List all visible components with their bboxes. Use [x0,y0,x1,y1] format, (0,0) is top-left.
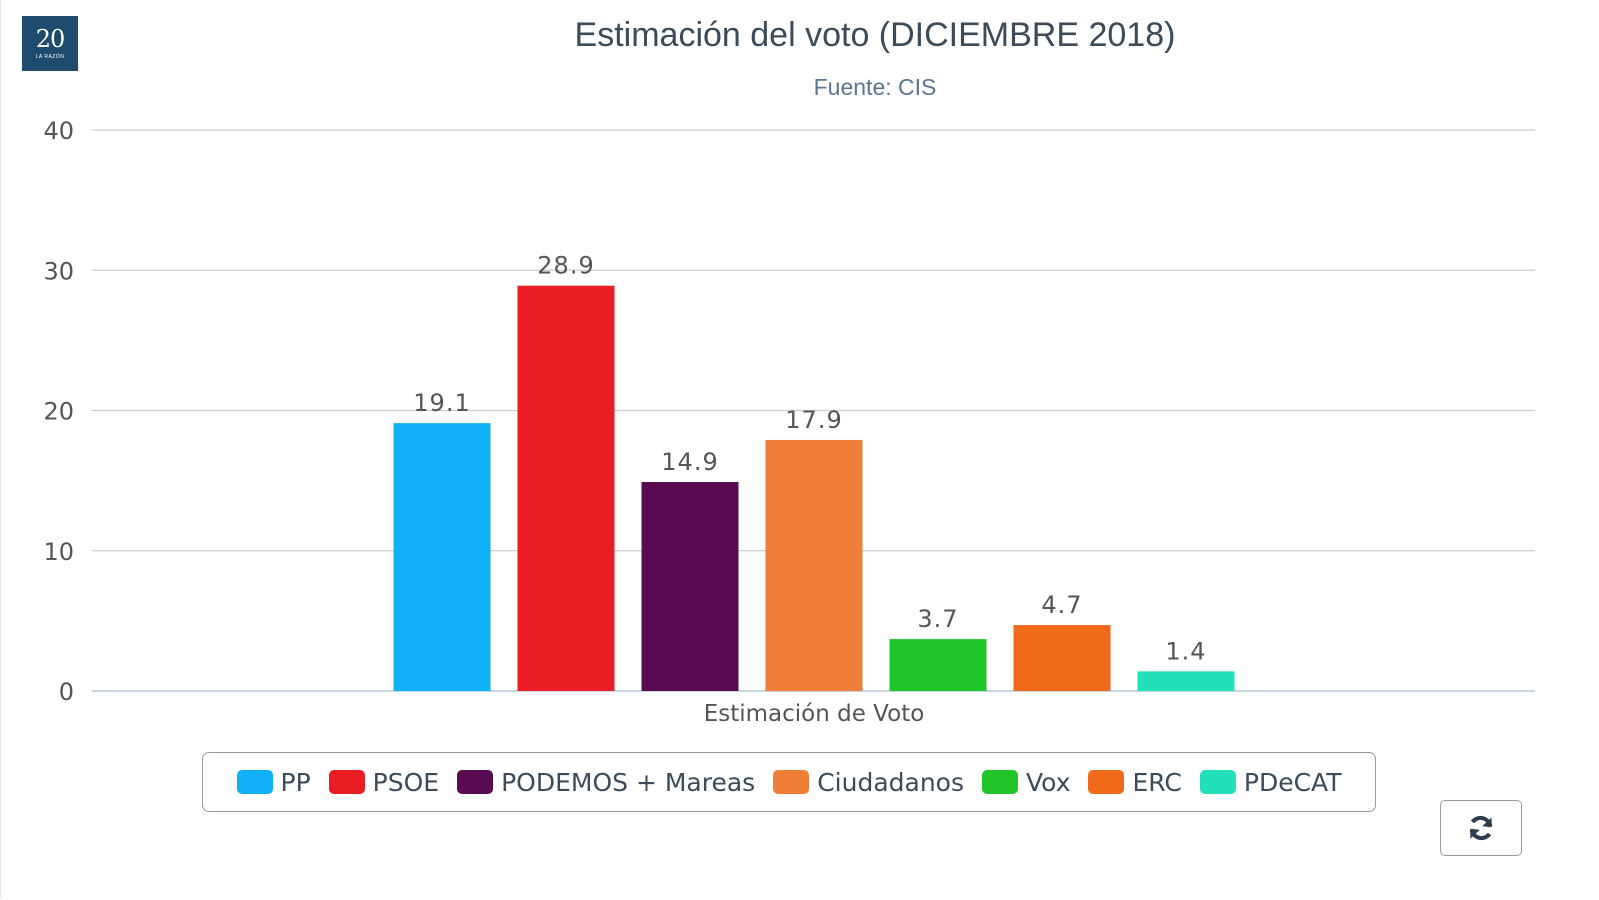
legend-swatch [1199,770,1236,794]
legend-swatch [982,770,1018,794]
bar-ciudadanos[interactable] [765,439,863,691]
y-tick-label: 30 [43,257,74,285]
legend-item[interactable]: PDeCAT [1199,767,1342,797]
data-label: 17.9 [785,406,842,434]
logo-number: 20 [35,25,66,53]
chart-title: Estimación del voto (DICIEMBRE 2018) [574,16,1176,54]
bar-podemos-mareas[interactable] [641,482,739,691]
legend-swatch [773,770,810,794]
y-tick-label: 0 [59,678,74,706]
data-label: 3.7 [917,605,958,633]
legend-swatch [328,770,365,794]
legend-item[interactable]: ERC [1088,767,1182,797]
x-axis-label: Estimación de Voto [704,701,925,727]
bar-vox[interactable] [889,639,987,691]
legend-label: Ciudadanos [817,767,964,797]
y-tick-label: 20 [43,398,74,426]
legend-label: Vox [1026,767,1071,797]
bar-pp[interactable] [393,423,491,691]
data-label: 14.9 [661,448,718,476]
y-tick-label: 10 [43,538,74,566]
legend-item[interactable]: PSOE [328,767,440,797]
refresh-icon [1469,815,1493,841]
y-tick-label: 40 [43,117,74,145]
legend-label: PSOE [372,767,440,797]
bar-psoe[interactable] [517,285,615,691]
legend-label: ERC [1132,767,1182,797]
bar-erc[interactable] [1013,625,1111,691]
legend-label: PDeCAT [1243,767,1342,797]
bar-pdecat[interactable] [1137,671,1235,691]
data-label: 19.1 [413,389,470,417]
legend-item[interactable]: PP [236,767,311,797]
legend-label: PODEMOS + Mareas [501,767,756,797]
reload-button[interactable] [1440,800,1522,856]
legend-item[interactable]: PODEMOS + Mareas [457,768,755,797]
legend-swatch [457,770,494,794]
legend-label: PP [280,767,311,797]
legend-item[interactable]: Vox [982,768,1070,797]
logo-caption: LA RAZÓN [35,54,65,60]
brand-logo: 20 LA RAZÓN [22,16,78,71]
legend-swatch [236,770,273,794]
data-label: 28.9 [537,252,594,280]
legend-swatch [1088,770,1125,794]
legend-item[interactable]: Ciudadanos [773,768,964,797]
chart-legend: PP PSOE PODEMOS + Mareas Ciudadanos Vox ERC PD… [202,752,1376,812]
data-label: 1.4 [1165,637,1206,665]
data-label: 4.7 [1041,591,1082,619]
chart-subtitle: Fuente: CIS [813,74,937,100]
